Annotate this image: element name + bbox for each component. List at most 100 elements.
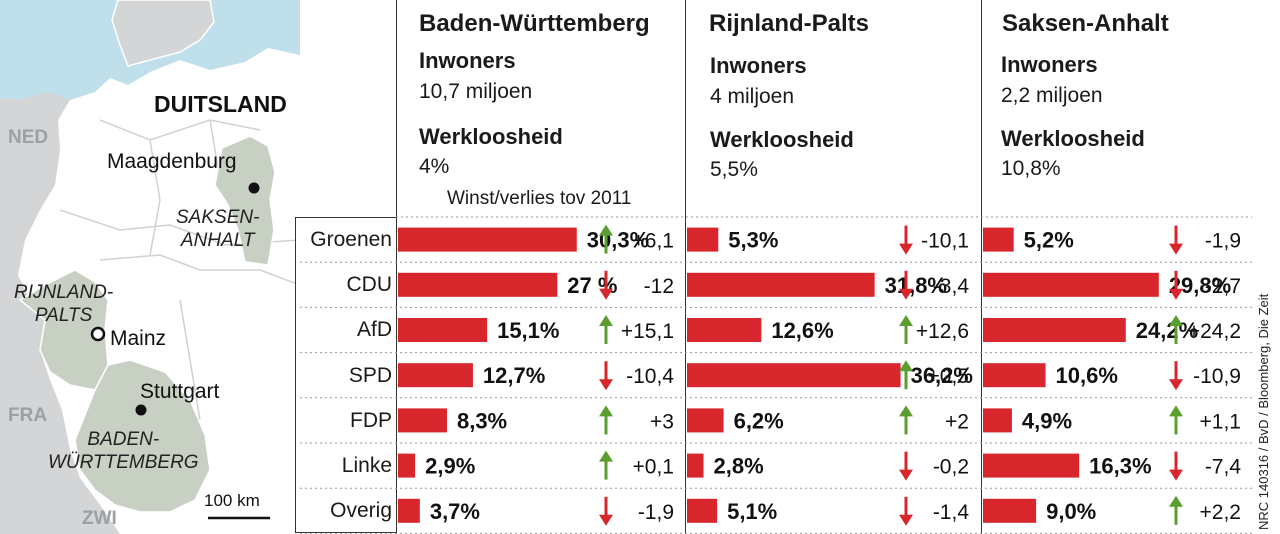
arrow-down-icon (1169, 379, 1183, 391)
party-label: Overig (330, 499, 392, 523)
change-value-label: +0,5 (928, 365, 969, 388)
arrow-up-icon (899, 405, 913, 417)
arrow-down-icon (1169, 469, 1183, 481)
bar-value-label: 8,3% (457, 408, 507, 433)
inhabitants-label: Inwoners (419, 48, 516, 73)
column-divider (981, 0, 982, 534)
city-label-maagdenburg: Maagdenburg (107, 150, 237, 173)
change-value-label: -1,9 (1205, 230, 1241, 253)
arrow-up-icon (899, 315, 913, 326)
change-value-label: -1,4 (933, 501, 970, 524)
bar-value-label: 2,8% (714, 454, 764, 479)
arrow-down-icon (599, 514, 613, 526)
bar (398, 318, 488, 342)
bar (687, 227, 719, 252)
state-title: Saksen-Anhalt (1002, 10, 1169, 37)
bar (398, 363, 473, 388)
arrow-down-icon (899, 288, 913, 300)
scale-label: 100 km (204, 491, 260, 510)
change-value-label: +0,1 (633, 456, 674, 479)
bar (687, 408, 724, 433)
arrow-down-icon (899, 243, 913, 255)
change-value-label: -10,4 (626, 365, 674, 388)
party-label: AfD (356, 318, 392, 342)
bar-value-label: 3,7% (430, 499, 480, 524)
bar (398, 498, 420, 523)
change-value-label: -10,9 (1193, 365, 1241, 388)
inhabitants-label: Inwoners (1001, 52, 1098, 77)
bar (687, 363, 901, 388)
arrow-down-icon (899, 514, 913, 526)
column-divider (685, 0, 686, 534)
bar (687, 318, 762, 342)
inhabitants-value: 2,2 miljoen (1001, 84, 1103, 107)
change-note: Winst/verlies tov 2011 (447, 188, 632, 209)
arrow-up-icon (599, 405, 613, 417)
bar (983, 498, 1037, 523)
unemployment-value: 5,5% (710, 158, 758, 181)
arrow-up-icon (899, 360, 913, 372)
bar (983, 408, 1012, 433)
bar (983, 363, 1046, 388)
unemployment-label: Werkloosheid (1001, 126, 1145, 151)
change-value-label: -10,1 (921, 230, 969, 253)
change-value-label: +1,1 (1200, 410, 1241, 433)
inhabitants-value: 4 miljoen (710, 85, 795, 108)
arrow-down-icon (599, 379, 613, 391)
bar-value-label: 27 % (567, 273, 617, 298)
arrow-up-icon (599, 224, 613, 236)
change-value-label: +24,2 (1188, 320, 1241, 343)
bar (983, 272, 1159, 297)
change-value-label: -0,2 (933, 456, 969, 479)
neighbor-label-fra: FRA (8, 405, 48, 426)
bar-value-label: 29,8% (1169, 273, 1231, 298)
bar-value-label: 9,0% (1046, 499, 1096, 524)
bar-value-label: 16,3% (1089, 454, 1151, 479)
party-label: CDU (346, 273, 393, 297)
bar (398, 272, 558, 297)
party-label: SPD (348, 363, 392, 387)
change-value-label: +12,6 (916, 320, 969, 343)
bar (398, 408, 447, 433)
party-label: FDP (350, 408, 392, 432)
change-value-label: +3 (650, 410, 674, 433)
change-value-label: -2,7 (1205, 275, 1241, 298)
bar (687, 453, 704, 478)
party-label: Groenen (310, 228, 392, 251)
unemployment-value: 4% (419, 155, 450, 178)
country-label: DUITSLAND (154, 91, 287, 117)
arrow-down-icon (599, 288, 613, 300)
party-label-box (295, 217, 397, 533)
neighbor-label-zwi: ZWI (82, 508, 117, 529)
unemployment-value: 10,8% (1001, 157, 1061, 180)
bar (687, 498, 718, 523)
bar-value-label: 5,2% (1024, 228, 1074, 253)
region-label-rijnland-palts: RIJNLAND- PALTS (14, 282, 114, 326)
arrow-up-icon (1169, 315, 1183, 326)
bar-value-label: 15,1% (497, 318, 559, 343)
arrow-down-icon (899, 469, 913, 481)
bar (398, 453, 416, 478)
arrow-down-icon (1169, 288, 1183, 300)
state-title: Rijnland-Palts (709, 10, 870, 37)
bar-value-label: 36,2% (911, 363, 973, 388)
region-label-saksen-anhalt: SAKSEN- ANHALT (176, 207, 260, 251)
arrow-down-icon (1169, 243, 1183, 255)
bar-value-label: 10,6% (1056, 363, 1118, 388)
neighbor-label-ned: NED (8, 127, 49, 148)
bar-value-label: 24,2% (1136, 318, 1198, 343)
bar-value-label: 2,9% (425, 454, 475, 479)
region-label-baden-wurttemberg: BADEN- WÜRTTEMBERG (48, 429, 199, 473)
arrow-up-icon (1169, 495, 1183, 507)
bar-value-label: 4,9% (1022, 408, 1072, 433)
bar-value-label: 30,3% (587, 228, 649, 253)
unemployment-label: Werkloosheid (419, 124, 563, 149)
state-title: Baden-Württemberg (419, 10, 650, 37)
change-value-label: +6,1 (633, 230, 674, 253)
arrow-up-icon (599, 315, 613, 326)
change-value-label: -1,9 (638, 501, 674, 524)
bar-value-label: 12,7% (483, 363, 545, 388)
bar-value-label: 6,2% (734, 408, 784, 433)
bar (983, 318, 1126, 342)
bar-value-label: 31,8% (885, 273, 947, 298)
